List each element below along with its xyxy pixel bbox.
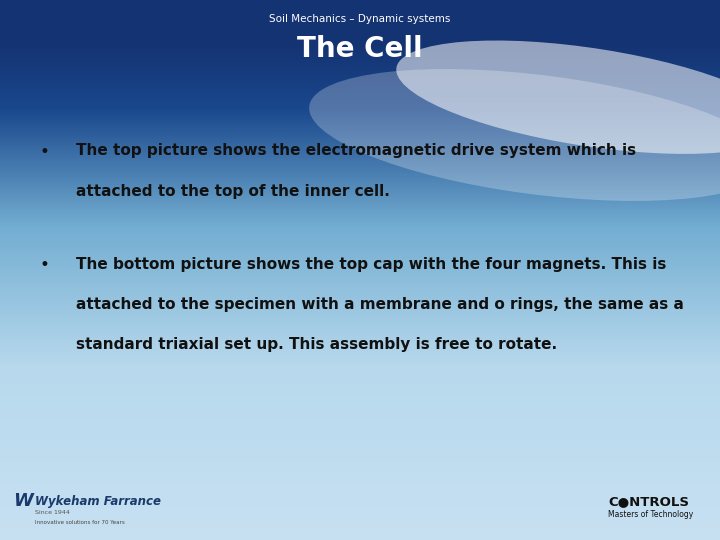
Text: standard triaxial set up. This assembly is free to rotate.: standard triaxial set up. This assembly … [76,338,557,353]
Text: attached to the top of the inner cell.: attached to the top of the inner cell. [76,184,390,199]
Text: The Cell: The Cell [297,35,423,63]
Text: Masters of Technology: Masters of Technology [608,510,693,518]
Text: Soil Mechanics – Dynamic systems: Soil Mechanics – Dynamic systems [269,14,451,24]
Text: Innovative solutions for 70 Years: Innovative solutions for 70 Years [35,519,125,525]
Text: •: • [40,143,50,161]
Text: attached to the specimen with a membrane and o rings, the same as a: attached to the specimen with a membrane… [76,297,683,312]
Text: Wykeham Farrance: Wykeham Farrance [35,495,161,508]
Ellipse shape [309,69,720,201]
Text: The top picture shows the electromagnetic drive system which is: The top picture shows the electromagneti… [76,143,636,158]
Text: Since 1944: Since 1944 [35,510,69,516]
Text: •: • [40,256,50,274]
Ellipse shape [396,40,720,154]
Text: The bottom picture shows the top cap with the four magnets. This is: The bottom picture shows the top cap wit… [76,256,666,272]
Text: C●NTROLS: C●NTROLS [608,495,690,508]
Text: W: W [13,492,33,510]
